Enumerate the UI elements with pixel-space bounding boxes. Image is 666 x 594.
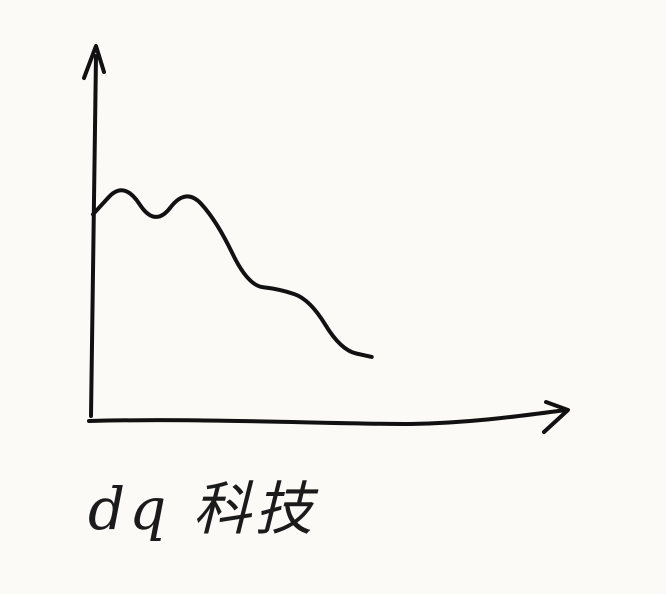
data-point	[153, 226, 157, 230]
x-axis	[87, 408, 568, 427]
data-point	[370, 355, 374, 359]
data-point	[339, 348, 343, 352]
data-point	[122, 178, 126, 182]
series-line	[91, 188, 374, 359]
data-point	[215, 219, 219, 223]
caption-text: dq 科技	[88, 475, 317, 543]
y-axis-arrowhead	[82, 44, 106, 80]
data-point	[184, 185, 188, 189]
data-point	[277, 287, 281, 291]
data-point	[91, 212, 95, 216]
x-axis-arrowhead	[542, 400, 570, 434]
data-point	[308, 297, 312, 301]
data-point	[246, 284, 250, 288]
y-axis	[89, 54, 98, 418]
